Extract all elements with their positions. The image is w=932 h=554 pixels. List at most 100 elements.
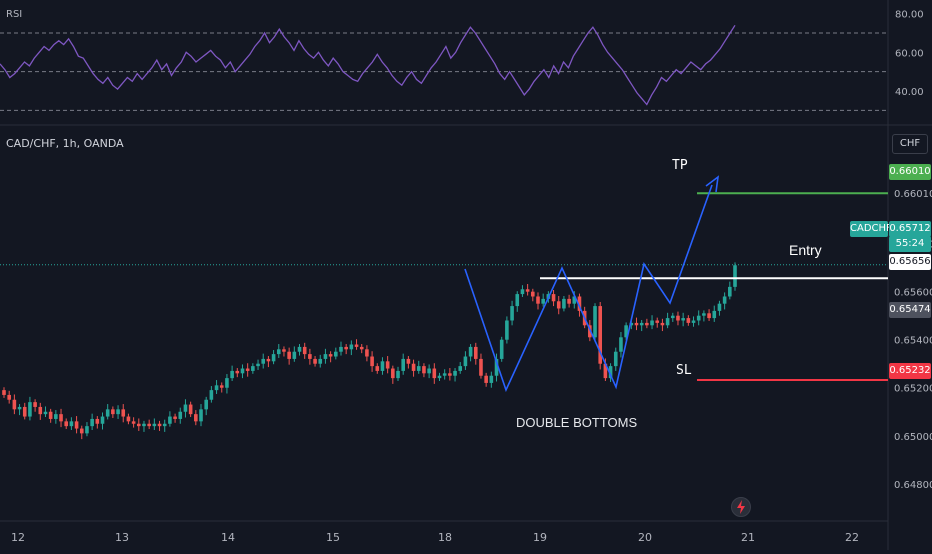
price-tick-label: 0.65200 bbox=[894, 384, 932, 395]
time-tick-label: 12 bbox=[11, 531, 25, 544]
time-tick-label: 13 bbox=[115, 531, 129, 544]
candle-body bbox=[121, 409, 126, 417]
candle-body bbox=[437, 375, 442, 379]
last-price-tag: 0.65712 bbox=[889, 221, 931, 237]
candle-body bbox=[2, 390, 6, 395]
candle-body bbox=[593, 306, 597, 338]
candle-body bbox=[43, 411, 48, 415]
time-tick-label: 19 bbox=[533, 531, 547, 544]
candle-body bbox=[712, 310, 717, 319]
candle-body bbox=[209, 390, 214, 400]
candle-body bbox=[271, 354, 276, 362]
candle-body bbox=[391, 368, 395, 379]
candle-body bbox=[556, 301, 561, 309]
rsi-tick-label: 80.00 bbox=[895, 10, 924, 21]
candle-body bbox=[12, 399, 17, 410]
candle-body bbox=[422, 366, 426, 374]
candle-body bbox=[406, 358, 411, 364]
candle-body bbox=[359, 346, 364, 350]
candle-body bbox=[59, 414, 63, 422]
lightning-icon[interactable] bbox=[731, 497, 751, 517]
candle-body bbox=[370, 356, 374, 367]
candle-body bbox=[385, 361, 390, 369]
candle-body bbox=[85, 426, 89, 434]
candle-body bbox=[152, 423, 157, 427]
currency-button[interactable]: CHF bbox=[892, 134, 928, 154]
candle-body bbox=[639, 322, 644, 326]
candle-body bbox=[365, 349, 369, 357]
candle-body bbox=[178, 411, 183, 419]
candle-body bbox=[660, 322, 665, 326]
candle-body bbox=[733, 265, 737, 287]
candle-body bbox=[90, 418, 94, 427]
candle-body bbox=[204, 399, 208, 410]
entry-label: Entry bbox=[789, 242, 822, 258]
candle-body bbox=[510, 306, 514, 321]
candle-body bbox=[541, 298, 545, 304]
candle-body bbox=[479, 358, 483, 376]
candle-body bbox=[494, 358, 499, 376]
candle-body bbox=[665, 318, 670, 326]
candle-body bbox=[515, 294, 520, 307]
candle-body bbox=[702, 313, 706, 316]
candle-body bbox=[17, 406, 22, 410]
candle-body bbox=[261, 358, 266, 364]
countdown-tag: 55:24 bbox=[889, 236, 931, 252]
rsi-tick-label: 40.00 bbox=[895, 87, 924, 98]
candle-body bbox=[157, 423, 162, 427]
candle-body bbox=[276, 349, 281, 355]
candle-body bbox=[670, 315, 675, 319]
arrow-head-icon bbox=[705, 175, 720, 193]
sl-price-tag: 0.65232 bbox=[889, 363, 931, 379]
candle-body bbox=[520, 289, 525, 295]
candle-body bbox=[194, 414, 198, 422]
candle-body bbox=[199, 409, 203, 422]
candle-body bbox=[380, 361, 385, 371]
candle-body bbox=[613, 351, 618, 367]
time-tick-label: 18 bbox=[438, 531, 452, 544]
symbol-title[interactable]: CAD/CHF, 1h, OANDA bbox=[6, 137, 124, 150]
candle-body bbox=[577, 296, 582, 311]
candle-body bbox=[505, 320, 509, 340]
candle-body bbox=[95, 418, 100, 424]
double-bottom-pattern bbox=[464, 184, 713, 393]
candle-body bbox=[354, 344, 359, 347]
candle-body bbox=[411, 363, 416, 371]
candle-body bbox=[136, 423, 141, 427]
candle-body bbox=[116, 409, 120, 415]
candle-body bbox=[188, 404, 193, 415]
price-tick-label: 0.65000 bbox=[894, 432, 932, 443]
candle-body bbox=[707, 313, 711, 319]
candle-body bbox=[473, 346, 478, 359]
candle-body bbox=[598, 306, 603, 364]
candle-body bbox=[105, 409, 110, 417]
candle-body bbox=[64, 421, 69, 427]
tp-price-tag: 0.66010 bbox=[889, 164, 931, 180]
time-tick-label: 20 bbox=[638, 531, 652, 544]
candle-body bbox=[588, 325, 592, 338]
candle-body bbox=[629, 322, 634, 326]
rsi-indicator-label[interactable]: RSI bbox=[6, 9, 23, 20]
candle-body bbox=[681, 318, 685, 321]
candle-body bbox=[728, 286, 732, 297]
candle-body bbox=[22, 406, 27, 417]
candle-body bbox=[396, 370, 400, 379]
candle-body bbox=[235, 370, 240, 374]
time-tick-label: 15 bbox=[326, 531, 340, 544]
price-tick-label: 0.65400 bbox=[894, 336, 932, 347]
candle-body bbox=[650, 320, 654, 326]
candle-body bbox=[33, 402, 37, 407]
candle-body bbox=[334, 351, 338, 357]
candle-body bbox=[219, 385, 224, 388]
candle-body bbox=[499, 339, 504, 359]
candle-body bbox=[489, 375, 494, 383]
candle-body bbox=[292, 351, 297, 359]
candle-body bbox=[266, 358, 271, 362]
candle-body bbox=[619, 337, 623, 352]
candle-body bbox=[142, 423, 146, 427]
candle-body bbox=[323, 354, 328, 359]
candle-body bbox=[308, 354, 312, 359]
candle-body bbox=[603, 363, 608, 379]
candle-body bbox=[251, 366, 255, 371]
